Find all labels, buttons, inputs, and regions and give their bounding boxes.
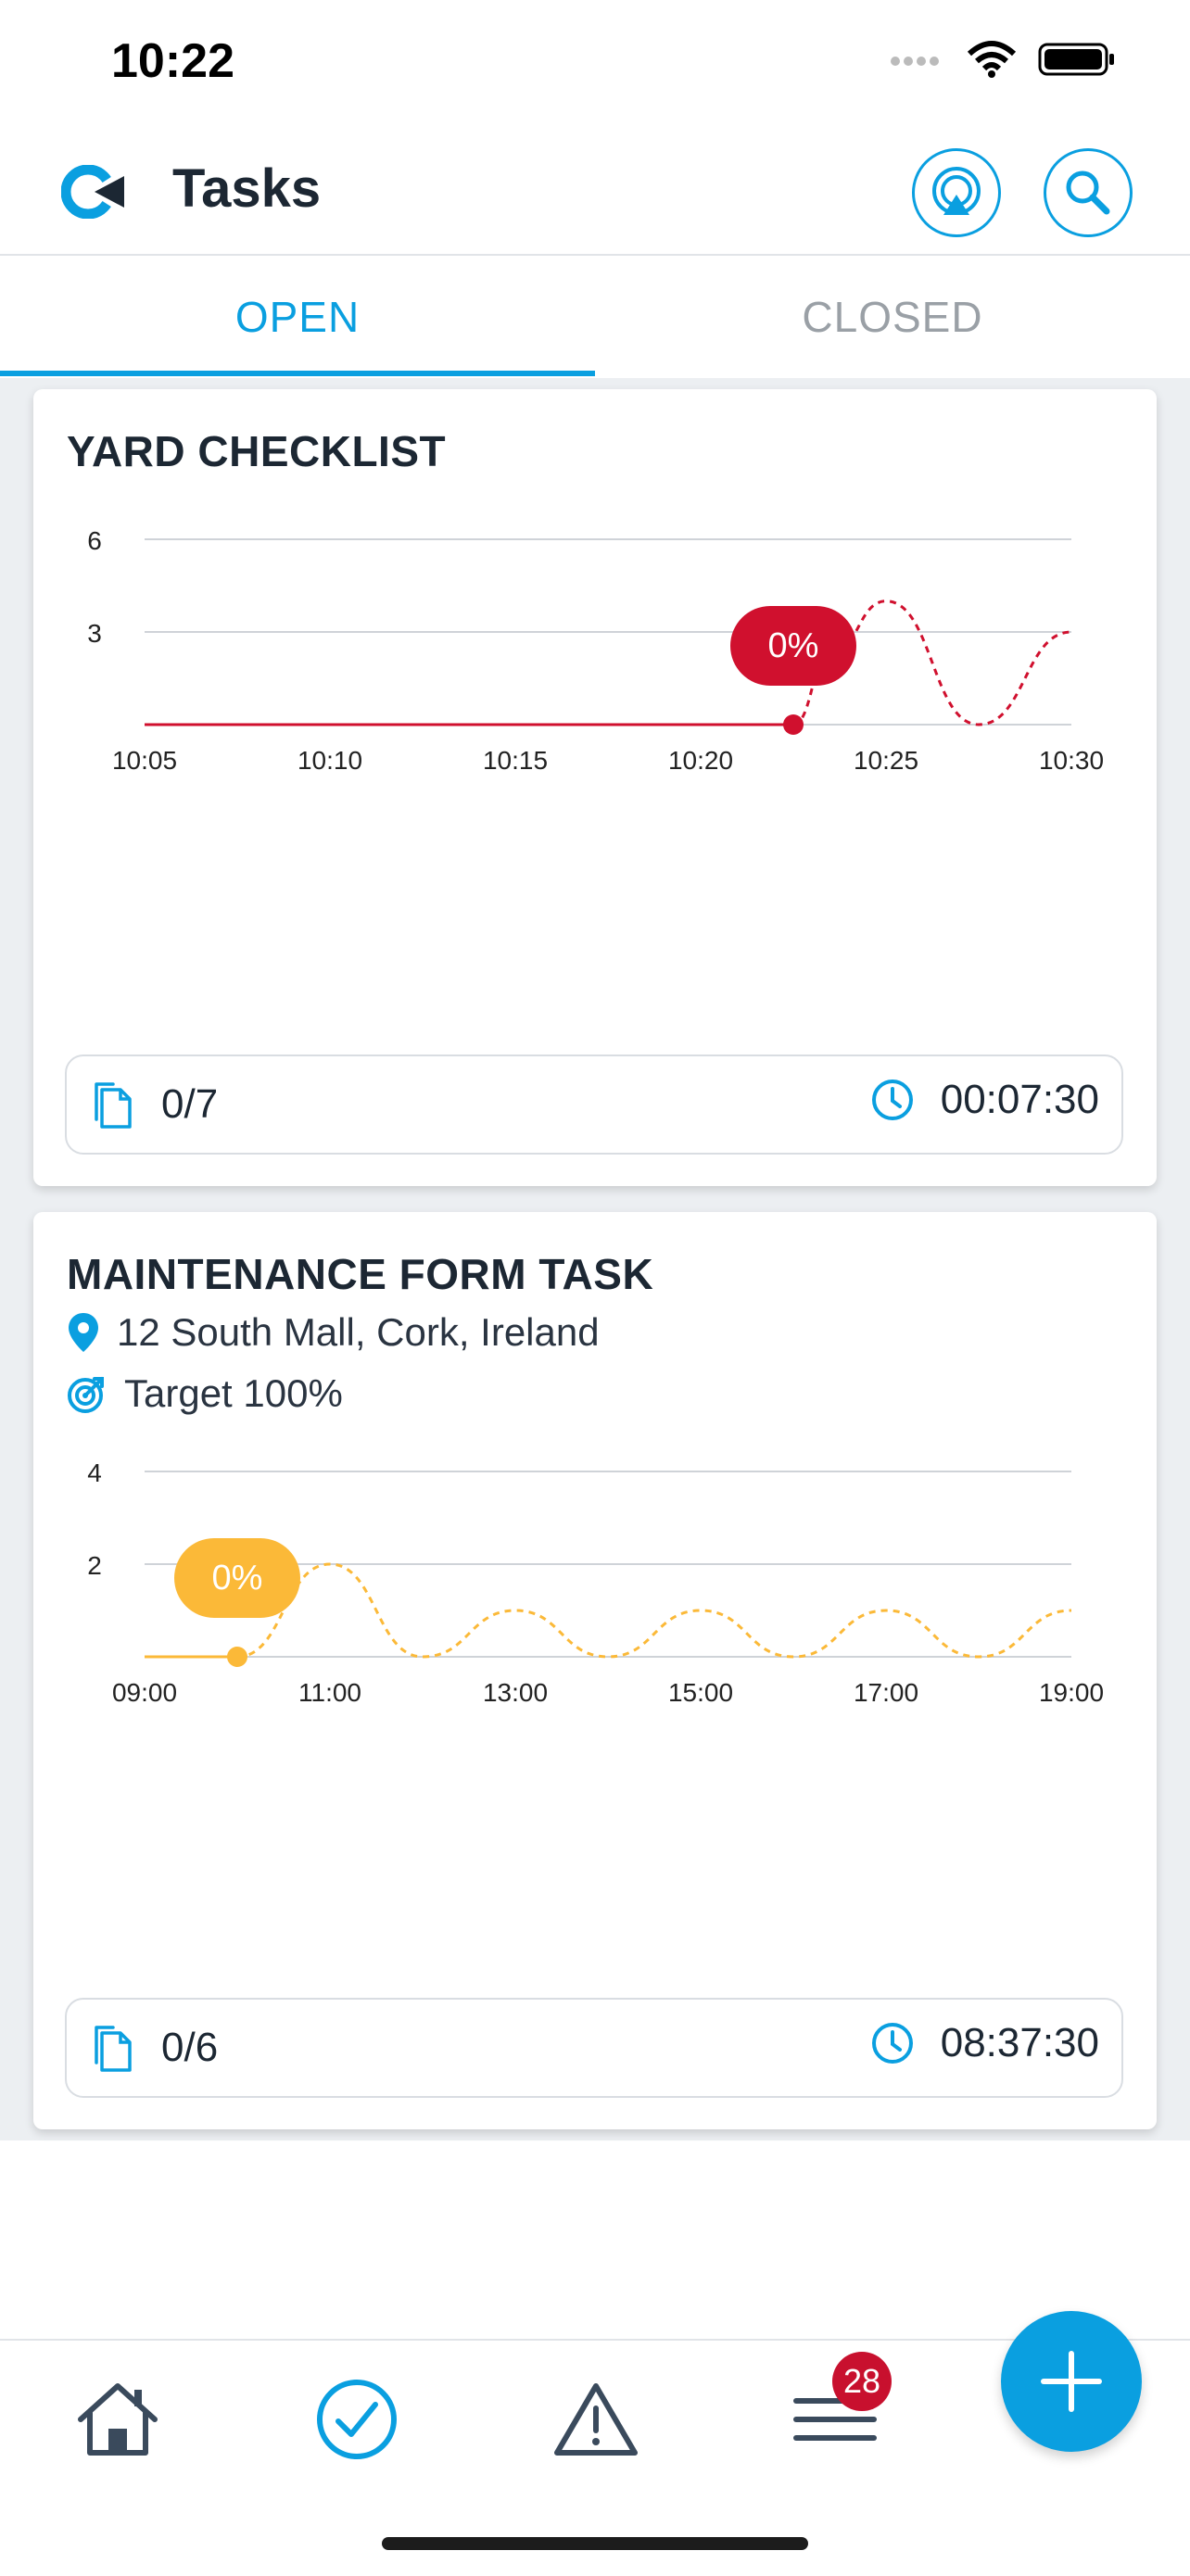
nav-alerts[interactable] — [545, 2368, 647, 2470]
clock-icon — [871, 1080, 913, 1120]
progress-bubble — [174, 1538, 300, 1618]
y-tick-label: 2 — [87, 1551, 102, 1580]
task-progress-chart: 6 3 10:05 10:10 10:15 10:20 10:25 10:30 0% — [87, 526, 1104, 775]
tab-bar: OPEN CLOSED — [0, 256, 1190, 378]
task-summary-row: 0/7 00:07:30 — [65, 1054, 1123, 1155]
active-tab-indicator — [0, 371, 595, 376]
task-summary-row: 0/6 08:37:30 — [65, 1998, 1123, 2098]
nav-home[interactable] — [67, 2368, 169, 2470]
x-tick-label: 15:00 — [668, 1678, 733, 1707]
x-tick-label: 11:00 — [298, 1678, 361, 1707]
plus-icon — [1041, 2351, 1102, 2412]
tasks-check-icon — [317, 2380, 397, 2459]
status-bar: 10:22 — [0, 0, 1190, 130]
task-target: Target 100% — [67, 1371, 343, 1416]
task-location-text: 12 South Mall, Cork, Ireland — [117, 1310, 600, 1354]
task-form-count: 0/7 — [161, 1081, 219, 1127]
task-form-count: 0/6 — [161, 2025, 219, 2070]
notification-badge: 28 — [832, 2352, 892, 2411]
progress-label: 0% — [768, 626, 819, 665]
alert-triangle-icon — [554, 2383, 638, 2456]
tab-open[interactable]: OPEN — [234, 293, 361, 341]
task-title: YARD CHECKLIST — [67, 427, 447, 475]
task-title: MAINTENANCE FORM TASK — [67, 1250, 654, 1298]
broadcast-button[interactable] — [912, 148, 1001, 237]
home-indicator — [382, 2537, 808, 2550]
progress-bubble — [730, 606, 856, 686]
series-line — [236, 1562, 1072, 1659]
battery-icon — [1038, 43, 1114, 76]
wifi-icon — [968, 41, 1016, 78]
x-tick-label: 17:00 — [854, 1678, 918, 1707]
documents-icon — [95, 2026, 132, 2072]
status-time: 10:22 — [111, 34, 234, 88]
bottom-nav — [0, 2339, 1190, 2576]
x-tick-label: 10:30 — [1039, 746, 1104, 775]
page-title: Tasks — [172, 158, 322, 219]
current-point — [227, 1647, 247, 1667]
nav-tasks[interactable] — [306, 2368, 408, 2470]
x-tick-label: 10:05 — [112, 746, 177, 775]
y-tick-label: 3 — [87, 619, 102, 648]
x-tick-label: 10:10 — [298, 746, 362, 775]
task-progress-chart: 4 2 09:00 11:00 13:00 15:00 17:00 19:00 0% — [87, 1458, 1104, 1707]
target-icon — [68, 1377, 104, 1413]
search-button[interactable] — [1044, 148, 1133, 237]
x-tick-label: 10:25 — [854, 746, 918, 775]
y-tick-label: 6 — [87, 526, 102, 555]
task-duration: 08:37:30 — [940, 2020, 1099, 2065]
tab-closed[interactable]: CLOSED — [802, 293, 983, 341]
x-tick-label: 13:00 — [483, 1678, 548, 1707]
task-card[interactable]: YARD CHECKLIST 6 3 10:05 10:10 10:15 10:20 10:… — [33, 389, 1157, 1186]
signal-icon — [891, 57, 939, 66]
x-tick-label: 19:00 — [1039, 1678, 1104, 1707]
add-button[interactable] — [1001, 2311, 1142, 2452]
status-icons — [890, 41, 1116, 78]
task-duration: 00:07:30 — [940, 1077, 1099, 1122]
current-point — [783, 714, 804, 735]
home-icon — [78, 2383, 158, 2456]
search-icon — [1066, 170, 1110, 215]
task-target-text: Target 100% — [124, 1371, 343, 1415]
documents-icon — [95, 1082, 132, 1129]
y-tick-label: 4 — [87, 1458, 102, 1487]
x-tick-label: 10:15 — [483, 746, 548, 775]
task-location: 12 South Mall, Cork, Ireland — [67, 1310, 600, 1355]
app-header: Tasks — [0, 130, 1190, 256]
x-tick-label: 09:00 — [112, 1678, 177, 1707]
app-logo-icon — [61, 165, 130, 219]
clock-icon — [871, 2023, 913, 2064]
progress-label: 0% — [212, 1559, 263, 1597]
broadcast-icon — [932, 167, 981, 215]
x-tick-label: 10:20 — [668, 746, 733, 775]
location-pin-icon — [69, 1313, 98, 1352]
task-card[interactable]: MAINTENANCE FORM TASK 12 South Mall, Cor… — [33, 1212, 1157, 2129]
